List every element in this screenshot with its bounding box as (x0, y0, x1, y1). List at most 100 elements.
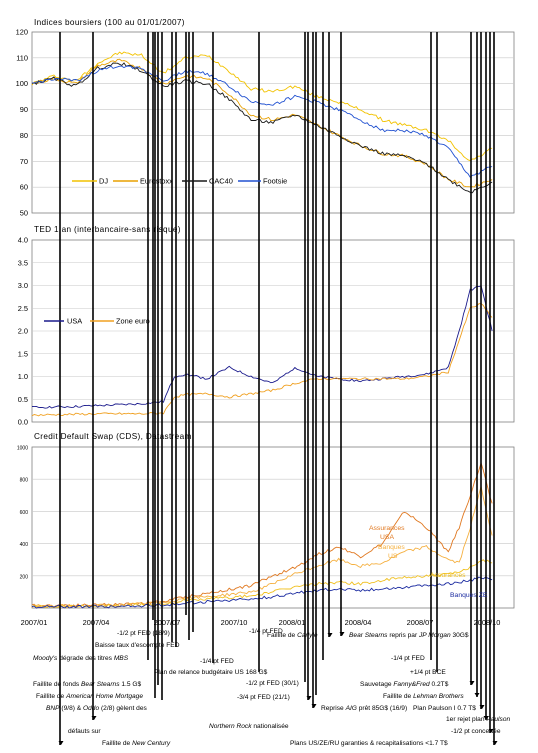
label-banques-us-2: US (388, 553, 398, 560)
annotation: Plans US/ZE/RU garanties & recapitalisat… (290, 740, 448, 747)
y-tick-label: 50 (20, 209, 28, 218)
panel2-title: TED 1 an (interbancaire-sans risque) (34, 225, 181, 234)
legend-label-footsie: Footsie (263, 177, 287, 186)
event-arrow-icon (339, 632, 345, 636)
event-arrow-icon (311, 704, 317, 708)
y-tick-label: 80 (20, 131, 28, 140)
event-arrow-icon (474, 693, 480, 697)
x-tick-label: 2008/07 (407, 618, 434, 627)
y-tick-label: 200 (20, 574, 29, 580)
series-line-cac40 (31, 62, 493, 194)
annotation: Faillite de New Century (102, 740, 171, 747)
annotation: Faillite de Lehman Brothers (383, 693, 464, 700)
y-tick-label: 60 (20, 183, 28, 192)
tick-labels: 50 60 70 80 90 100 110 120 0.0 0.5 1.0 1.5 2.0 2.5 3.0… (16, 28, 29, 581)
x-axis-labels: 2007/01 2007/04 2007/07 2007/10 2008/01 2008/… (21, 618, 501, 627)
annotation: Moody's dégrade des titres MBS (33, 655, 129, 662)
annotation: BNP (9/8) & Oddo (2/8) gèlent des (46, 705, 148, 712)
annotation: Baisse taux d'escompte FED (95, 642, 180, 649)
y-tick-label: 110 (16, 53, 28, 62)
event-arrow-icon (306, 696, 312, 700)
y-tick-label: 2.5 (18, 304, 28, 313)
event-arrow-icon (58, 741, 64, 745)
y-tick-label: 600 (20, 510, 29, 516)
y-tick-label: 1000 (17, 446, 28, 452)
annotation: Sauvetage Fanny&Fred 0.2T$ (360, 681, 449, 688)
y-tick-label: 70 (20, 157, 28, 166)
annotation: Faillite de American Home Mortgage (36, 693, 143, 700)
y-tick-label: 0.0 (18, 418, 28, 427)
panel3-title: Credit Default Swap (CDS), Datastream (34, 432, 192, 441)
y-tick-label: 1.5 (18, 349, 28, 358)
y-tick-label: 3.0 (18, 281, 28, 290)
annotation: +1/4 pt BCE (410, 669, 446, 676)
series-layer (31, 51, 493, 609)
label-banques-us-1: Banques (378, 544, 405, 551)
annotation: Northern Rock nationalisée (209, 723, 289, 730)
event-arrow-icon (488, 729, 494, 733)
x-tick-label: 2008/04 (345, 618, 372, 627)
x-tick-label: 2007/01 (21, 618, 48, 627)
event-lines (59, 32, 495, 745)
panel2-legend: USA Zone euro (44, 317, 150, 326)
series-line-footsie (31, 65, 493, 178)
y-tick-label: 120 (16, 28, 28, 37)
series-line-usa (31, 285, 493, 409)
x-tick-label: 2008/01 (279, 618, 306, 627)
event-arrow-icon (479, 705, 485, 709)
y-tick-label: 2.0 (18, 327, 28, 336)
annotation: Bear Stearns repris par JP Morgan 30G$ (349, 632, 469, 639)
y-tick-label: 100 (16, 79, 28, 88)
legend-label-zone-euro: Zone euro (116, 317, 150, 326)
annotation: Plan Paulson I 0.7 T$ (413, 705, 476, 712)
y-tick-label: 3.5 (18, 258, 28, 267)
annotation: -1/2 pt FED (18/9) (117, 630, 170, 637)
panel1-title: Indices boursiers (100 au 01/01/2007) (34, 18, 185, 27)
y-tick-label: 400 (20, 542, 29, 548)
y-tick-label: 4.0 (18, 236, 28, 245)
x-tick-label: 2007/04 (83, 618, 110, 627)
annotation: -1/4 pt FED (200, 658, 234, 665)
panel1-legend: DJ Eurostoxx CAC40 Footsie (72, 177, 287, 186)
series-line-zone-euro (31, 303, 493, 417)
event-arrow-icon (492, 741, 498, 745)
annotation: -3/4 pt FED (21/1) (237, 694, 290, 701)
legend-label-eurostoxx: Eurostoxx (140, 177, 173, 186)
x-tick-label: 2007/07 (154, 618, 181, 627)
event-annotations: -1/2 pt FED (18/9) Baisse taux d'escompte… (33, 628, 510, 747)
annotation: Faillite de Carlyle (267, 632, 318, 639)
y-tick-label: 800 (20, 478, 29, 484)
label-banques-ze: Banques ZE (450, 592, 488, 599)
grid-layer (32, 57, 514, 577)
annotation: -1/2 pt concertée (451, 728, 501, 735)
annotation: défauts sur (68, 728, 101, 735)
annotation: Reprise AIG prêt 85G$ (16/9) (321, 705, 407, 712)
y-tick-label: 90 (20, 105, 28, 114)
x-tick-label: 2008/10 (474, 618, 501, 627)
series-line-eurostoxx (31, 58, 493, 188)
event-arrow-icon (327, 633, 333, 637)
event-arrow-icon (91, 716, 97, 720)
label-assurances-usa-2: USA (380, 534, 394, 541)
panel3-plot-area (31, 446, 515, 609)
annotation: Plan de relance budgétaire US 168 G$ (154, 669, 268, 676)
annotation: 1er rejet plan Paulson (446, 716, 510, 723)
legend-label-usa: USA (67, 317, 82, 326)
series-line-assurances-ze (31, 559, 493, 609)
y-tick-label: 0.5 (18, 395, 28, 404)
event-arrow-icon (469, 681, 475, 685)
event-arrow-icon (483, 716, 489, 720)
annotation: Faillite de fonds Bear Stearns 1.5 G$ (33, 681, 141, 688)
legend-label-cac40: CAC40 (209, 177, 233, 186)
x-tick-label: 2007/10 (221, 618, 248, 627)
annotation: -1/4 pt FED (391, 655, 425, 662)
panel1-plot-area (31, 31, 515, 214)
label-assurances-ze: Assurances (430, 572, 466, 579)
y-tick-label: 1.0 (18, 372, 28, 381)
annotation: -1/4 pt FED (249, 628, 283, 635)
annotation: -1/2 pt FED (30/1) (246, 680, 299, 687)
label-assurances-usa-1: Assurances (369, 525, 405, 532)
panel3-series-labels: Assurances USA Banques US Assurances Ban… (369, 525, 488, 599)
series-line-banques-ze (31, 576, 493, 609)
